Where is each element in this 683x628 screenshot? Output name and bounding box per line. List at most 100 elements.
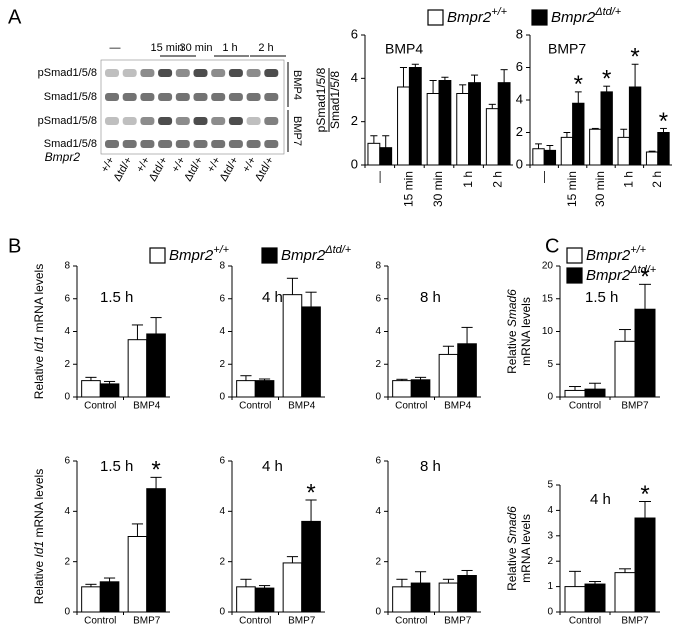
legend-label: Bmpr2+/+ <box>447 6 508 26</box>
y-axis-label-part: mRNA levels <box>519 514 533 583</box>
y-axis-label-part: Id1 <box>32 336 46 353</box>
bar <box>282 294 303 398</box>
x-tick-label: Control <box>239 616 271 627</box>
bar <box>146 333 166 398</box>
legend-sup: Δtd/+ <box>629 264 657 276</box>
blot-band <box>140 69 155 77</box>
blot-time: 2 h <box>258 42 273 54</box>
bar <box>438 582 459 613</box>
blot-time: 15 min <box>150 42 183 54</box>
y-axis-label-part: Relative <box>32 353 46 400</box>
bar <box>99 581 120 613</box>
bar <box>301 520 321 613</box>
blot-band <box>105 93 119 101</box>
bar <box>236 586 256 613</box>
bar <box>408 67 422 166</box>
blot-band <box>158 93 173 101</box>
bar <box>628 86 642 166</box>
x-tick-label: Control <box>239 401 271 412</box>
blot-band <box>193 69 208 77</box>
panel-label: A <box>8 6 22 28</box>
y-axis-label-part: mRNA levels <box>32 264 46 336</box>
bar <box>457 343 477 398</box>
blot-genotype: Δtd/+ <box>218 155 241 184</box>
chart-title: 1.5 h <box>100 458 133 475</box>
bar <box>532 148 545 166</box>
bar <box>410 379 431 398</box>
x-tick-label: BMP4 <box>444 401 472 412</box>
y-tick-label: 0 <box>64 392 70 403</box>
significance-star: * <box>602 66 611 93</box>
legend-swatch <box>427 9 444 26</box>
blot-genotype: Δtd/+ <box>182 155 205 184</box>
bar <box>282 562 303 613</box>
y-axis-label: Relative Id1 mRNA levels <box>32 264 46 399</box>
bar <box>645 151 659 166</box>
bar <box>634 308 656 398</box>
y-axis-label-part: Relative <box>505 544 519 591</box>
chart-title: 1.5 h <box>100 289 133 306</box>
y-axis-label: mRNA levels <box>519 297 533 366</box>
legend-sup: Δtd/+ <box>324 244 352 256</box>
legend-name: Bmpr2 <box>281 247 326 264</box>
legend-label: Bmpr2Δtd/+ <box>281 244 352 264</box>
blot-genotype: Δtd/+ <box>147 155 170 184</box>
y-tick-label: 0 <box>516 156 523 171</box>
y-tick-label: 2 <box>64 556 70 567</box>
blot-band <box>140 93 155 101</box>
legend-sup: +/+ <box>213 244 229 256</box>
y-tick-label: 6 <box>64 293 70 304</box>
y-axis-label-part: Id1 <box>32 541 46 558</box>
bar <box>397 86 410 166</box>
blot-band <box>246 93 261 101</box>
blot-ligand: BMP4 <box>291 70 303 100</box>
blot-band <box>264 140 279 148</box>
blot-row-label: Smad1/5/8 <box>44 91 97 103</box>
blot-band <box>246 117 261 125</box>
blot-band <box>193 140 208 148</box>
y-tick-label: 4 <box>516 91 523 106</box>
y-tick-label: 4 <box>64 506 70 517</box>
y-tick-label: 2 <box>375 556 381 567</box>
x-tick-label: — <box>536 171 550 183</box>
bar <box>468 82 481 166</box>
legend-sup: Δtd/+ <box>594 6 622 18</box>
legend-swatch <box>566 267 583 284</box>
legend-name: Bmpr2 <box>447 9 492 26</box>
blot-band <box>122 117 137 125</box>
x-tick-label: Control <box>569 616 601 627</box>
bar <box>564 389 586 398</box>
y-tick-label: 6 <box>375 293 381 304</box>
x-tick-label: BMP4 <box>288 401 316 412</box>
x-tick-label: — <box>372 171 386 183</box>
chart-title: 1.5 h <box>585 289 618 306</box>
blot-band <box>246 69 261 77</box>
y-tick-label: 5 <box>547 480 553 491</box>
bar <box>81 380 101 398</box>
blot-band <box>140 140 155 148</box>
legend-label: Bmpr2+/+ <box>586 244 647 264</box>
y-tick-label: 0 <box>547 392 553 403</box>
bar <box>410 582 431 613</box>
blot-band <box>228 93 243 101</box>
x-tick-label: 1 h <box>461 171 475 188</box>
bar <box>572 102 585 166</box>
significance-star: * <box>640 264 649 291</box>
y-tick-label: 4 <box>64 326 70 337</box>
y-tick-label: 4 <box>219 326 225 337</box>
blot-band <box>264 93 279 101</box>
y-axis-label: Relative Smad6 <box>505 506 519 591</box>
bar <box>485 108 499 166</box>
y-axis-label: pSmad1/5/8 <box>314 67 328 132</box>
blot-band <box>175 117 190 125</box>
y-tick-label: 6 <box>375 456 381 467</box>
blot-band <box>246 140 261 148</box>
y-axis-label-part: Smad6 <box>505 506 519 544</box>
chart-title: BMP4 <box>385 41 423 57</box>
x-tick-label: BMP7 <box>288 616 316 627</box>
x-tick-label: BMP7 <box>444 616 472 627</box>
legend-name: Bmpr2 <box>586 267 631 284</box>
y-tick-label: 15 <box>542 293 554 304</box>
blot-band <box>158 117 173 125</box>
